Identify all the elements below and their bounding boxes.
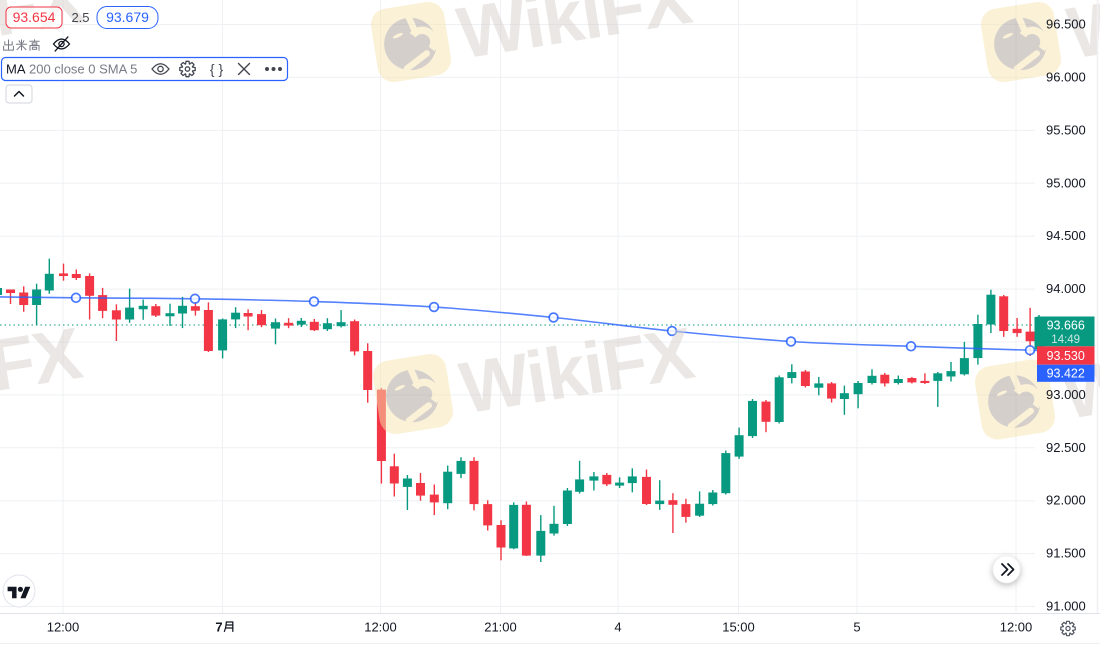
svg-text:14:49: 14:49 bbox=[1051, 334, 1080, 346]
svg-text:5: 5 bbox=[853, 620, 860, 635]
svg-text:93.000: 93.000 bbox=[1046, 387, 1086, 402]
svg-text:12:00: 12:00 bbox=[364, 620, 397, 635]
svg-text:MA: MA bbox=[6, 62, 26, 77]
svg-text:{ }: { } bbox=[210, 61, 224, 77]
svg-text:93.666: 93.666 bbox=[1047, 319, 1085, 333]
svg-text:2.5: 2.5 bbox=[71, 10, 89, 25]
svg-text:93.679: 93.679 bbox=[106, 9, 149, 25]
svg-text:93.530: 93.530 bbox=[1047, 349, 1085, 363]
svg-text:92.500: 92.500 bbox=[1046, 440, 1086, 455]
svg-text:95.500: 95.500 bbox=[1046, 122, 1086, 137]
svg-text:94.000: 94.000 bbox=[1046, 281, 1086, 296]
svg-text:15:00: 15:00 bbox=[722, 620, 755, 635]
svg-text:93.422: 93.422 bbox=[1047, 366, 1085, 380]
svg-text:12:00: 12:00 bbox=[47, 620, 80, 635]
svg-text:93.654: 93.654 bbox=[13, 9, 56, 25]
svg-text:200 close 0 SMA 5: 200 close 0 SMA 5 bbox=[29, 62, 137, 77]
svg-text:92.000: 92.000 bbox=[1046, 493, 1086, 508]
svg-text:12:00: 12:00 bbox=[1000, 620, 1033, 635]
svg-text:4: 4 bbox=[614, 620, 621, 635]
svg-text:7: 7 bbox=[215, 620, 222, 635]
svg-text:21:00: 21:00 bbox=[484, 620, 517, 635]
svg-text:94.500: 94.500 bbox=[1046, 228, 1086, 243]
svg-text:95.000: 95.000 bbox=[1046, 175, 1086, 190]
svg-text:91.000: 91.000 bbox=[1046, 599, 1086, 614]
svg-text:91.500: 91.500 bbox=[1046, 546, 1086, 561]
svg-text:96.500: 96.500 bbox=[1046, 17, 1086, 32]
svg-text:96.000: 96.000 bbox=[1046, 69, 1086, 84]
